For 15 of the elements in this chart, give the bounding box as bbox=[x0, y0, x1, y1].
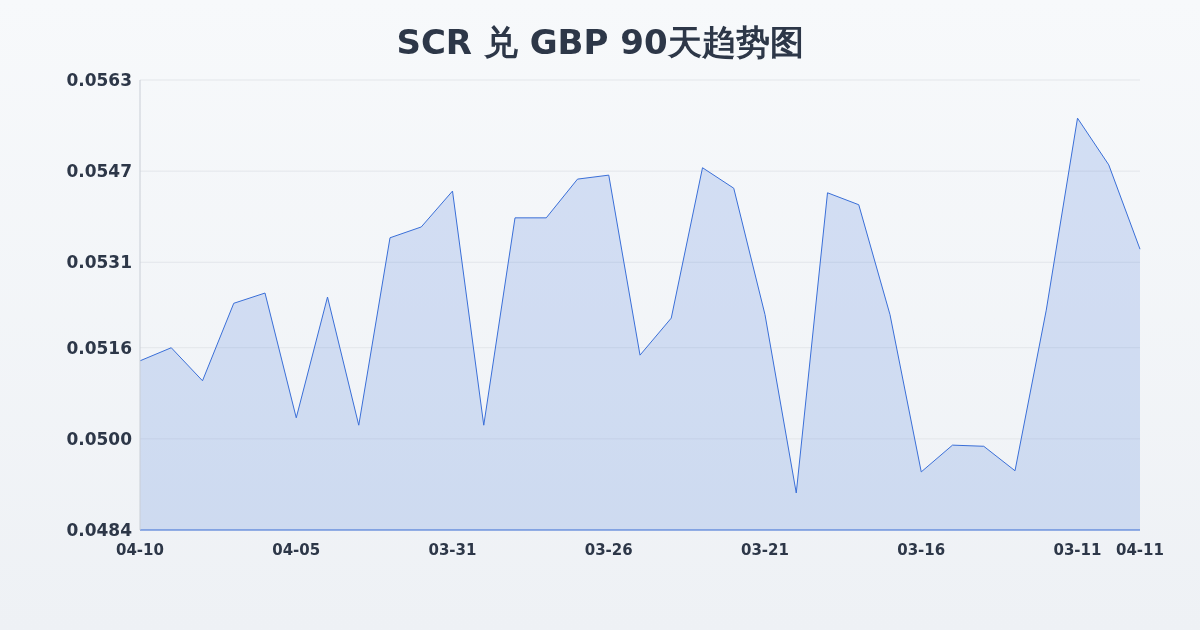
y-tick-label: 0.0547 bbox=[66, 161, 132, 182]
x-tick-label: 03-16 bbox=[897, 540, 946, 559]
chart-title: SCR 兑 GBP 90天趋势图 bbox=[395, 21, 805, 64]
x-tick-label: 03-11 bbox=[1053, 540, 1102, 559]
y-tick-label: 0.0516 bbox=[66, 337, 132, 358]
x-tick-label: 03-21 bbox=[741, 540, 789, 559]
y-tick-label: 0.0563 bbox=[66, 70, 132, 91]
x-tick-label: 04-05 bbox=[272, 540, 321, 559]
x-tick-label: 03-31 bbox=[428, 540, 477, 559]
x-tick-label: 04-10 bbox=[116, 540, 164, 559]
x-tick-label: 03-26 bbox=[584, 540, 633, 559]
y-tick-label: 0.0500 bbox=[66, 428, 133, 449]
y-tick-label: 0.0484 bbox=[66, 520, 133, 541]
y-tick-label: 0.0531 bbox=[66, 252, 132, 273]
x-tick-label: 04-11 bbox=[1116, 540, 1164, 559]
